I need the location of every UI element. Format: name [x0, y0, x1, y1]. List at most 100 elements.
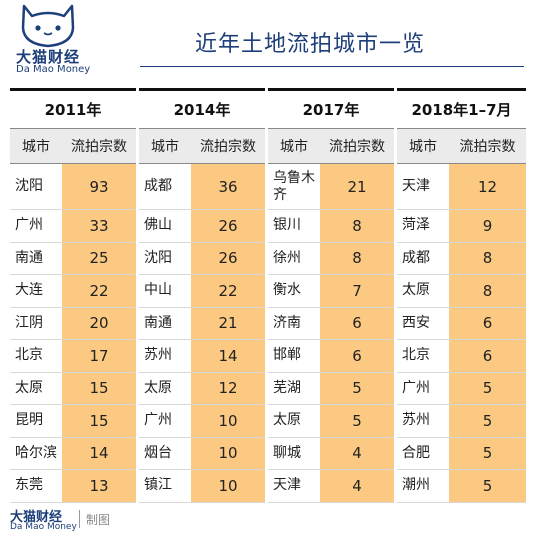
- column-header-row: 城市 流拍宗数: [139, 128, 265, 164]
- city-cell: 天津: [273, 477, 301, 494]
- count-cell: 4: [320, 437, 394, 469]
- year-groups: 2011年 城市 流拍宗数 沈阳 93 广州 33 南通 25 大连 22 江阴 20 北京 17 太原 15 昆…: [10, 88, 526, 503]
- year-group: 2011年 城市 流拍宗数 沈阳 93 广州 33 南通 25 大连 22 江阴 20 北京 17 太原 15 昆…: [10, 88, 139, 503]
- table-row: 天津 4: [268, 470, 394, 503]
- table-row: 大连 22: [10, 275, 136, 308]
- table-row: 成都 8: [397, 242, 526, 275]
- count-cell: 12: [191, 372, 265, 404]
- count-cell: 8: [320, 210, 394, 242]
- count-cell: 12: [449, 164, 526, 209]
- count-cell: 5: [320, 372, 394, 404]
- count-cell: 8: [320, 242, 394, 274]
- table-row: 西安 6: [397, 307, 526, 340]
- year-group-inner: 2011年 城市 流拍宗数 沈阳 93 广州 33 南通 25 大连 22 江阴 20 北京 17 太原 15 昆…: [10, 88, 136, 503]
- city-cell: 太原: [144, 379, 172, 396]
- count-cell: 7: [320, 275, 394, 307]
- count-cell: 22: [62, 275, 136, 307]
- table-rows: 成都 36 佛山 26 沈阳 26 中山 22 南通 21 苏州 14 太原 12 广州 10 烟台 10 镇江 10: [139, 164, 265, 503]
- count-cell: 21: [320, 164, 394, 209]
- city-cell: 沈阳: [15, 178, 43, 194]
- table-row: 邯郸 6: [268, 340, 394, 373]
- table-row: 中山 22: [139, 275, 265, 308]
- city-cell: 南通: [144, 314, 172, 331]
- table-row: 菏泽 9: [397, 210, 526, 243]
- count-cell: 10: [191, 437, 265, 469]
- count-cell: 6: [320, 307, 394, 339]
- city-cell: 广州: [402, 379, 430, 396]
- brand-name: 大猫财经: [16, 48, 81, 66]
- table-rows: 沈阳 93 广州 33 南通 25 大连 22 江阴 20 北京 17 太原 15 昆明 15 哈尔滨 14 东莞 1…: [10, 164, 136, 503]
- year-header: 2014年: [139, 88, 265, 128]
- count-cell: 5: [449, 470, 526, 502]
- count-cell: 10: [191, 470, 265, 502]
- city-cell: 西安: [402, 314, 430, 331]
- city-cell: 南通: [15, 249, 43, 266]
- city-cell: 银川: [273, 217, 301, 234]
- city-cell: 北京: [402, 347, 430, 364]
- count-cell: 4: [320, 470, 394, 502]
- column-header-row: 城市 流拍宗数: [397, 128, 526, 164]
- count-cell: 93: [62, 164, 136, 209]
- header: 大猫财经 Da Mao Money 近年土地流拍城市一览: [0, 0, 534, 86]
- table-row: 衡水 7: [268, 275, 394, 308]
- table-row: 徐州 8: [268, 242, 394, 275]
- city-cell: 聊城: [273, 444, 301, 461]
- table-row: 芜湖 5: [268, 372, 394, 405]
- year-group-inner: 2017年 城市 流拍宗数 乌鲁木齐 21 银川 8 徐州 8 衡水 7 济南 6 邯郸 6 芜湖 5 太原 5 聊城…: [268, 88, 394, 503]
- count-cell: 5: [449, 437, 526, 469]
- count-cell: 22: [191, 275, 265, 307]
- column-header-city: 城市: [409, 139, 437, 155]
- count-cell: 8: [449, 275, 526, 307]
- city-cell: 成都: [402, 249, 430, 266]
- column-header-count: 流拍宗数: [459, 139, 516, 155]
- column-header-city: 城市: [22, 139, 50, 155]
- year-group: 2014年 城市 流拍宗数 成都 36 佛山 26 沈阳 26 中山 22 南通 21 苏州 14 太原 12 广…: [139, 88, 268, 503]
- table-row: 哈尔滨 14: [10, 437, 136, 470]
- table-rows: 乌鲁木齐 21 银川 8 徐州 8 衡水 7 济南 6 邯郸 6 芜湖 5 太原 5 聊城 4 天津 4: [268, 164, 394, 503]
- city-cell: 天津: [402, 178, 430, 194]
- city-cell: 潮州: [402, 477, 430, 494]
- count-cell: 33: [62, 210, 136, 242]
- city-cell: 苏州: [402, 412, 430, 429]
- table-row: 广州 10: [139, 405, 265, 438]
- count-cell: 5: [320, 405, 394, 437]
- table-row: 沈阳 93: [10, 164, 136, 210]
- table-row: 太原 8: [397, 275, 526, 308]
- city-cell: 衡水: [273, 282, 301, 299]
- city-cell: 大连: [15, 282, 43, 299]
- title-rule: [140, 66, 524, 67]
- year-header: 2011年: [10, 88, 136, 128]
- count-cell: 5: [449, 405, 526, 437]
- city-cell: 佛山: [144, 217, 172, 234]
- count-cell: 15: [62, 372, 136, 404]
- column-header-count: 流拍宗数: [329, 139, 385, 155]
- land-auction-table: 2011年 城市 流拍宗数 沈阳 93 广州 33 南通 25 大连 22 江阴 20 北京 17 太原 15 昆…: [10, 88, 526, 503]
- year-group-inner: 2014年 城市 流拍宗数 成都 36 佛山 26 沈阳 26 中山 22 南通 21 苏州 14 太原 12 广…: [139, 88, 265, 503]
- table-row: 佛山 26: [139, 210, 265, 243]
- count-cell: 6: [449, 340, 526, 372]
- count-cell: 13: [62, 470, 136, 502]
- city-cell: 成都: [144, 178, 172, 194]
- city-cell: 太原: [15, 379, 43, 396]
- city-cell: 北京: [15, 347, 43, 364]
- city-cell: 乌鲁木齐: [273, 169, 315, 203]
- count-cell: 26: [191, 210, 265, 242]
- count-cell: 5: [449, 372, 526, 404]
- count-cell: 10: [191, 405, 265, 437]
- count-cell: 25: [62, 242, 136, 274]
- table-row: 广州 5: [397, 372, 526, 405]
- table-row: 太原 15: [10, 372, 136, 405]
- count-cell: 14: [191, 340, 265, 372]
- year-group: 2018年1–7月 城市 流拍宗数 天津 12 菏泽 9 成都 8 太原 8 西安 6 北京 6 广州 5 苏州 5…: [397, 88, 526, 503]
- city-cell: 烟台: [144, 444, 172, 461]
- table-row: 烟台 10: [139, 437, 265, 470]
- table-row: 合肥 5: [397, 437, 526, 470]
- year-header: 2018年1–7月: [397, 88, 526, 128]
- count-cell: 17: [62, 340, 136, 372]
- table-row: 南通 21: [139, 307, 265, 340]
- table-row: 潮州 5: [397, 470, 526, 503]
- count-cell: 20: [62, 307, 136, 339]
- table-row: 成都 36: [139, 164, 265, 210]
- count-cell: 9: [449, 210, 526, 242]
- table-row: 镇江 10: [139, 470, 265, 503]
